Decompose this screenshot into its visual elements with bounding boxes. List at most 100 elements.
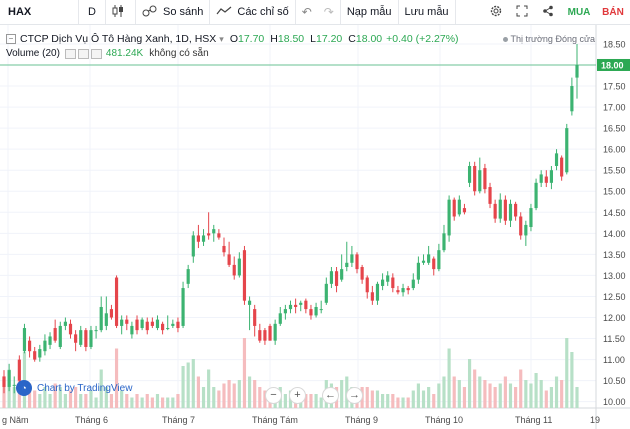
arrow-left-icon: ← <box>325 389 336 401</box>
volume-bar <box>406 397 410 408</box>
y-tick-label: 11.50 <box>603 334 625 344</box>
settings-button[interactable] <box>486 0 506 24</box>
volume-bar <box>253 380 257 408</box>
candle-body <box>529 208 533 228</box>
undo-button[interactable]: ↶ <box>296 0 318 24</box>
candle-body <box>253 309 257 326</box>
candle-body <box>519 216 523 236</box>
visibility-icon[interactable] <box>64 48 76 59</box>
volume-bar <box>176 394 180 408</box>
buy-button[interactable]: MUA <box>564 1 594 23</box>
candle-body <box>150 321 154 326</box>
scroll-left-button[interactable]: ← <box>322 387 339 404</box>
candle-body <box>401 288 405 293</box>
volume-bar <box>135 394 139 408</box>
candle-body <box>365 277 369 293</box>
fullscreen-button[interactable] <box>512 0 532 24</box>
candle-body <box>273 323 277 341</box>
volume-bar <box>549 387 554 408</box>
volume-bar <box>498 383 502 408</box>
candles-icon <box>112 4 124 21</box>
x-tick-label: Tháng Tám <box>252 415 298 425</box>
volume-bar <box>181 366 185 408</box>
y-tick-label: 13.50 <box>603 250 626 260</box>
candle-body <box>258 330 262 341</box>
share-button[interactable] <box>538 0 558 24</box>
candle-body <box>391 277 395 289</box>
volume-bar <box>529 383 533 408</box>
candle-body <box>140 319 144 329</box>
volume-bar <box>427 387 431 408</box>
zoom-out-button[interactable]: − <box>265 387 282 404</box>
volume-bar <box>99 369 103 408</box>
candle-body <box>299 302 303 305</box>
volume-bar <box>242 338 247 408</box>
close-mini-icon[interactable] <box>90 48 102 59</box>
volume-bar <box>74 387 78 408</box>
sell-button[interactable]: BÁN <box>598 1 628 23</box>
candle-body <box>314 306 318 316</box>
volume-bar <box>314 394 318 408</box>
zoom-in-button[interactable]: + <box>289 387 306 404</box>
separator <box>105 0 106 24</box>
share-icon <box>542 5 554 20</box>
price-chart[interactable]: 18.50 18.00 17.50 17.00 16.50 16.00 15.50 15.00… <box>0 25 630 429</box>
volume-bar <box>201 387 206 408</box>
market-status-label: Thị trường Đóng cửa <box>510 34 596 44</box>
save-template-button[interactable]: Lưu mẫu <box>399 0 455 24</box>
candle-body <box>319 309 323 311</box>
volume-bar <box>452 376 456 408</box>
volume-bar <box>217 390 221 408</box>
volume-bar <box>416 383 420 408</box>
load-template-button[interactable]: Nạp mẫu <box>341 0 398 24</box>
volume-bar <box>84 394 88 408</box>
volume-bar <box>534 373 538 408</box>
candle-body <box>109 309 114 318</box>
x-tick-label: 19 <box>590 415 600 425</box>
scroll-right-button[interactable]: → <box>346 387 363 404</box>
y-tick-label: 10.00 <box>603 397 626 407</box>
separator <box>135 0 136 24</box>
candle-body <box>432 258 436 270</box>
undo-icon: ↶ <box>301 5 312 19</box>
interval-button[interactable]: D <box>79 0 105 24</box>
candle-body <box>135 319 139 331</box>
candle-body <box>53 328 57 341</box>
x-tick-label: Tháng 10 <box>425 415 463 425</box>
symbol-search[interactable]: HAX <box>0 0 78 24</box>
candle-body <box>565 128 569 173</box>
candle-body <box>473 165 477 192</box>
candle-body <box>104 313 108 326</box>
y-tick-label: 12.50 <box>603 292 626 302</box>
interval-label: D <box>88 6 96 18</box>
candle-body <box>570 86 574 112</box>
candle-body <box>171 323 175 326</box>
y-tick-label: 13.00 <box>603 271 626 281</box>
candle-body <box>554 153 559 166</box>
volume-bar <box>227 380 231 408</box>
gear-icon <box>489 4 503 21</box>
collapse-icon[interactable]: − <box>6 34 16 44</box>
volume-bar <box>145 394 149 408</box>
y-tick-label: 16.00 <box>603 145 626 155</box>
chart-type-button[interactable] <box>106 0 135 24</box>
volume-bar <box>488 383 492 408</box>
indicators-button[interactable]: Các chỉ số <box>210 0 294 24</box>
y-tick-label: 14.00 <box>603 229 626 239</box>
tradingview-attribution[interactable]: ◔ Chart by TradingView <box>16 380 132 396</box>
candle-body <box>514 203 518 217</box>
separator <box>339 0 341 24</box>
volume-bar <box>43 387 47 408</box>
compare-button[interactable]: So sánh <box>136 0 209 24</box>
y-tick-label: 15.50 <box>603 166 626 176</box>
volume-bar <box>560 380 564 408</box>
candle-body <box>38 349 42 358</box>
volume-bar <box>503 376 507 408</box>
candle-body <box>309 309 313 316</box>
low-label: L <box>310 33 316 45</box>
y-tick-label: 12.00 <box>603 313 626 323</box>
legend-menu-icon[interactable]: ▾ <box>219 33 224 44</box>
settings-mini-icon[interactable] <box>77 48 89 59</box>
redo-button[interactable]: ↷ <box>318 0 340 24</box>
candle-body <box>406 288 410 291</box>
